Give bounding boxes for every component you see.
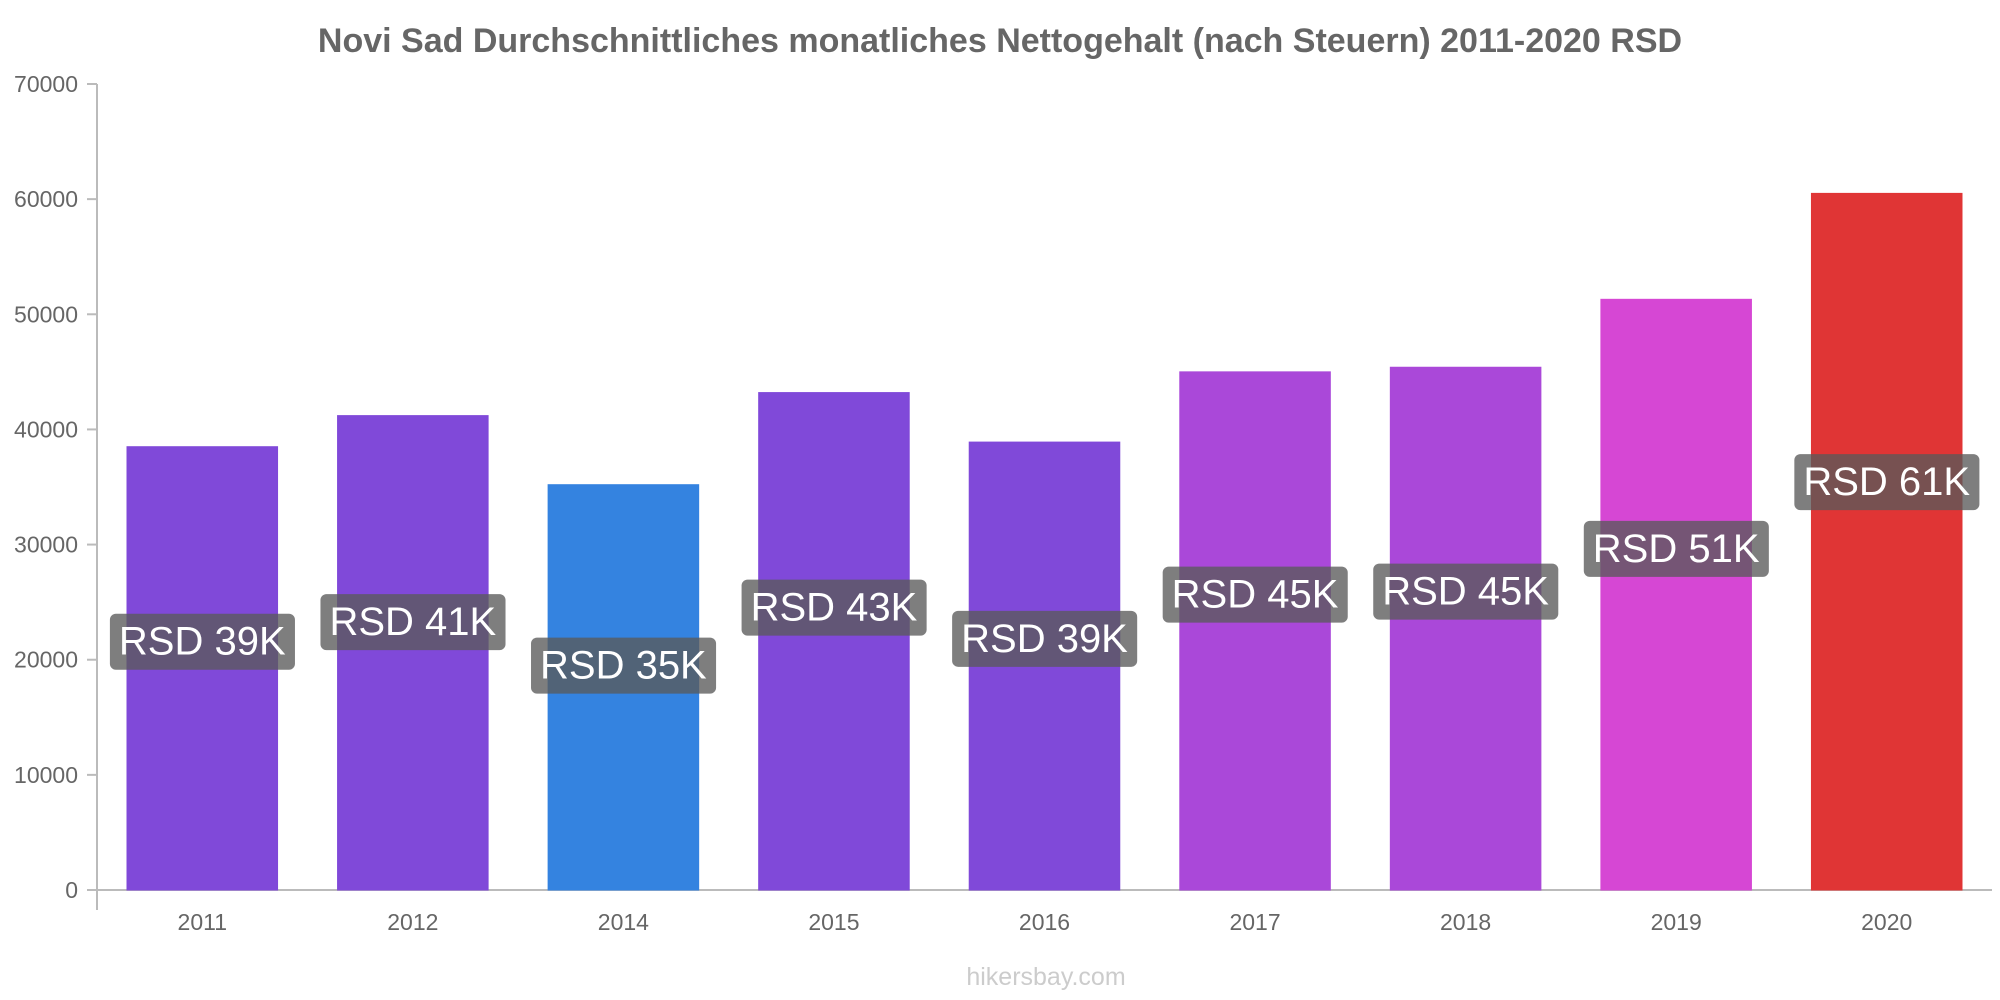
data-label-text: RSD 41K [329, 600, 496, 644]
y-axis: 0 10000 20000 30000 40000 50000 60000 70000 [14, 71, 98, 910]
data-label-2015: RSD 43K [741, 579, 927, 636]
data-label-box [1373, 563, 1559, 620]
y-tick-label: 30000 [14, 532, 78, 558]
bar-2018[interactable] [1389, 366, 1542, 891]
bar-2019[interactable] [1600, 298, 1752, 891]
data-label-box [1162, 566, 1348, 623]
y-tick-label: 60000 [14, 186, 78, 212]
x-axis: 2011 2012 2014 2015 2016 2017 2018 2019 2020 [97, 889, 1992, 935]
data-label-2011: RSD 39K [109, 613, 295, 670]
bar-2012[interactable] [337, 415, 489, 891]
data-label-box [1794, 454, 1980, 511]
data-label-2012: RSD 41K [320, 594, 506, 651]
y-tick-label: 0 [65, 877, 78, 903]
x-tick-label: 2020 [1861, 909, 1912, 935]
data-label-box [1583, 520, 1769, 577]
watermark: hikersbay.com [966, 963, 1125, 991]
data-label-text: RSD 35K [540, 644, 707, 688]
data-label-text: RSD 45K [1382, 570, 1549, 614]
data-label-2020: RSD 61K [1794, 454, 1980, 511]
data-label-2014: RSD 35K [531, 637, 717, 694]
data-label-text: RSD 61K [1803, 460, 1970, 504]
y-tick-label: 40000 [14, 416, 78, 442]
data-label-text: RSD 39K [961, 617, 1128, 661]
y-tick-label: 10000 [14, 762, 78, 788]
data-label-box [320, 594, 506, 651]
data-label-text: RSD 51K [1593, 527, 1760, 571]
data-label-text: RSD 45K [1172, 573, 1339, 617]
data-label-2018: RSD 45K [1373, 563, 1559, 620]
y-tick-label: 50000 [14, 301, 78, 327]
data-label-text: RSD 39K [119, 620, 286, 664]
data-label-2019: RSD 51K [1583, 520, 1769, 577]
data-label-text: RSD 43K [751, 586, 918, 630]
x-tick-label: 2016 [1019, 909, 1070, 935]
x-tick-label: 2014 [598, 909, 649, 935]
x-tick-label: 2015 [808, 909, 859, 935]
data-label-box [109, 613, 295, 670]
x-tick-label: 2019 [1651, 909, 1702, 935]
data-label-box [531, 637, 717, 694]
data-label-2017: RSD 45K [1162, 566, 1348, 623]
x-tick-label: 2017 [1229, 909, 1280, 935]
chart-title: Novi Sad Durchschnittliches monatliches … [318, 22, 1682, 60]
data-label-2016: RSD 39K [952, 610, 1138, 667]
data-labels-group: RSD 39K RSD 41K RSD 35K RSD 43K RSD 39K RSD 4… [109, 454, 1980, 694]
data-label-box [741, 579, 927, 636]
x-tick-label: 2018 [1440, 909, 1491, 935]
bar-2020[interactable] [1810, 192, 1963, 891]
y-tick-label: 70000 [14, 71, 78, 97]
x-tick-label: 2011 [178, 909, 227, 935]
x-tick-label: 2012 [387, 909, 438, 935]
bar-2017[interactable] [1179, 371, 1331, 891]
y-tick-label: 20000 [14, 647, 78, 673]
data-label-box [952, 610, 1138, 667]
bar-2015[interactable] [758, 392, 910, 891]
